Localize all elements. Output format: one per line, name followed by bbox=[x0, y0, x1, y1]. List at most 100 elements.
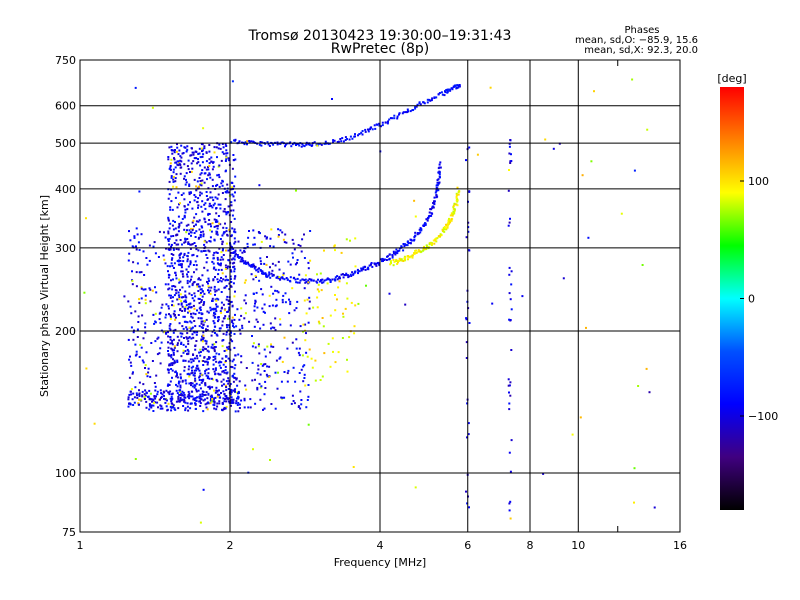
data-point bbox=[186, 238, 189, 240]
data-point bbox=[172, 168, 175, 171]
data-point bbox=[199, 236, 202, 239]
data-point bbox=[177, 161, 180, 164]
data-point bbox=[562, 277, 565, 280]
data-point bbox=[181, 305, 184, 308]
data-point bbox=[339, 138, 342, 140]
data-point bbox=[216, 256, 219, 259]
data-point bbox=[416, 103, 419, 106]
data-point bbox=[236, 397, 238, 400]
data-point bbox=[257, 231, 260, 233]
data-point bbox=[241, 251, 244, 254]
data-point bbox=[291, 143, 294, 146]
data-point bbox=[169, 296, 172, 299]
data-point bbox=[191, 382, 194, 385]
data-point bbox=[210, 400, 213, 403]
data-point bbox=[438, 181, 441, 184]
data-point bbox=[131, 372, 134, 375]
data-point bbox=[155, 374, 158, 377]
data-point bbox=[172, 248, 175, 251]
data-point bbox=[225, 213, 228, 216]
data-point bbox=[426, 101, 429, 104]
data-point bbox=[307, 321, 310, 324]
data-point bbox=[187, 303, 190, 306]
data-point bbox=[196, 364, 199, 367]
data-point bbox=[231, 321, 234, 324]
data-point bbox=[206, 257, 209, 259]
data-point bbox=[303, 287, 306, 290]
data-point bbox=[233, 199, 236, 202]
data-point bbox=[331, 98, 333, 100]
data-point bbox=[183, 254, 186, 256]
data-point bbox=[228, 306, 231, 309]
data-point bbox=[200, 182, 203, 185]
data-point bbox=[334, 361, 337, 364]
data-point bbox=[190, 384, 192, 387]
data-point bbox=[323, 279, 326, 282]
data-point bbox=[154, 252, 157, 255]
data-point bbox=[215, 146, 218, 149]
data-point bbox=[155, 291, 158, 294]
data-point bbox=[374, 127, 377, 130]
data-point bbox=[340, 140, 343, 143]
data-point bbox=[304, 278, 307, 281]
data-point bbox=[123, 295, 126, 298]
data-point bbox=[266, 141, 269, 144]
data-point bbox=[367, 266, 370, 269]
data-point bbox=[213, 322, 216, 325]
data-point bbox=[168, 243, 171, 246]
data-point bbox=[378, 122, 381, 125]
data-point bbox=[212, 308, 215, 311]
data-point bbox=[224, 264, 227, 267]
data-point bbox=[232, 159, 235, 162]
data-point bbox=[183, 366, 186, 369]
data-point bbox=[259, 398, 262, 401]
data-point bbox=[345, 272, 348, 275]
data-point bbox=[267, 274, 270, 277]
data-point bbox=[193, 369, 196, 372]
data-point bbox=[288, 298, 290, 301]
data-point bbox=[318, 290, 320, 293]
data-point bbox=[225, 230, 228, 233]
data-point bbox=[297, 351, 300, 354]
data-point bbox=[292, 400, 295, 402]
data-point bbox=[169, 222, 172, 225]
data-point bbox=[256, 306, 259, 309]
data-point bbox=[190, 306, 193, 309]
data-point bbox=[507, 378, 510, 381]
data-point bbox=[174, 318, 177, 321]
data-point bbox=[306, 298, 309, 301]
data-point bbox=[128, 376, 131, 379]
data-point bbox=[233, 228, 236, 231]
data-point bbox=[189, 247, 192, 250]
data-point bbox=[451, 87, 454, 90]
data-point bbox=[344, 307, 347, 310]
data-point bbox=[180, 302, 183, 305]
data-point bbox=[224, 360, 227, 362]
data-point bbox=[194, 357, 196, 360]
data-point bbox=[225, 149, 228, 152]
data-point bbox=[224, 309, 227, 312]
data-point bbox=[189, 395, 192, 398]
data-point bbox=[222, 180, 224, 183]
data-point bbox=[509, 217, 511, 220]
data-point bbox=[320, 143, 323, 146]
data-point bbox=[510, 270, 513, 273]
data-point bbox=[338, 280, 341, 283]
data-point bbox=[192, 281, 195, 284]
data-point bbox=[468, 506, 470, 509]
data-point bbox=[280, 396, 283, 399]
data-point bbox=[200, 299, 203, 302]
data-point bbox=[172, 171, 175, 174]
data-point bbox=[175, 233, 178, 236]
data-point bbox=[207, 311, 210, 314]
data-point bbox=[129, 239, 132, 242]
data-point bbox=[264, 311, 266, 314]
data-point bbox=[198, 369, 201, 372]
data-point bbox=[189, 320, 192, 323]
data-point bbox=[196, 285, 199, 288]
data-point bbox=[230, 301, 233, 304]
grid-lines bbox=[80, 60, 680, 532]
data-point bbox=[230, 391, 233, 394]
data-point bbox=[203, 203, 206, 206]
data-point bbox=[317, 143, 320, 146]
